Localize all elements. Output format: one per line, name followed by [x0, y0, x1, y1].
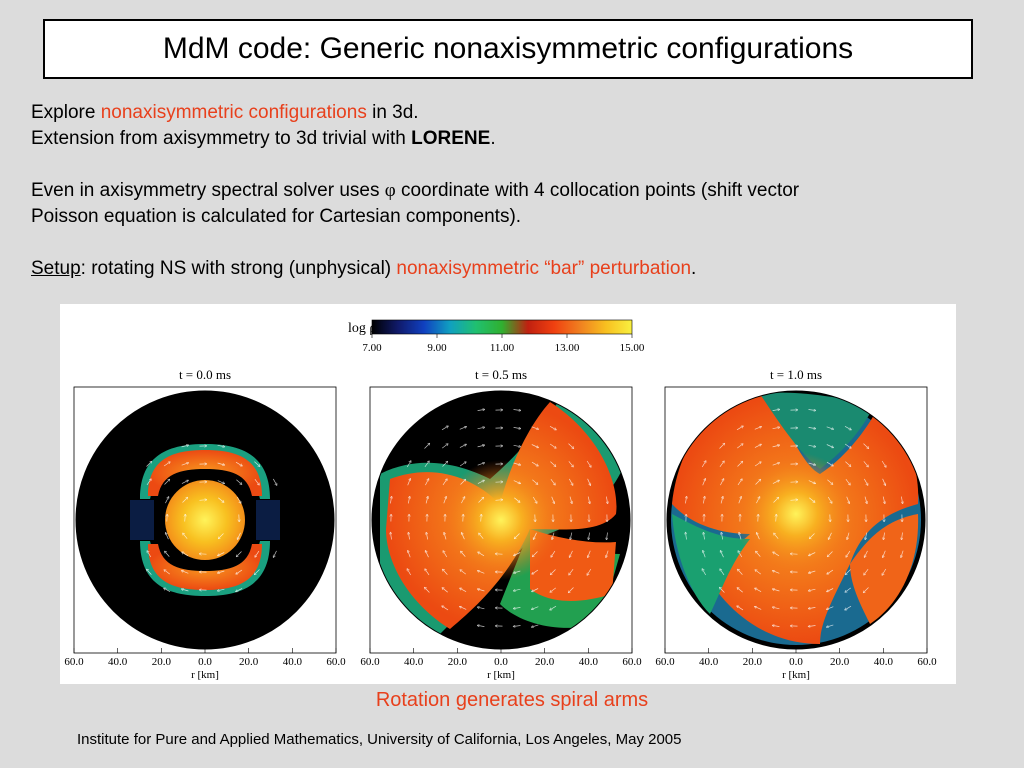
panel-2: [369, 386, 633, 654]
lorene-label: LORENE: [411, 128, 491, 149]
highlight-nonaxisymmetric: nonaxisymmetric configurations: [100, 102, 367, 123]
colorbar-tick-label: 9.00: [427, 342, 447, 354]
x-tick-label: 60.0: [360, 656, 380, 668]
x-tick-label: 40.0: [699, 656, 719, 668]
panel-time-label: t = 0.5 ms: [475, 367, 527, 382]
x-tick-label: 0.0: [198, 656, 212, 668]
x-tick-label: 20.0: [830, 656, 850, 668]
colorbar-tick-label: 7.00: [362, 342, 382, 354]
line-extension: Extension from axisymmetry to 3d trivial…: [31, 128, 496, 149]
x-tick-label: 20.0: [743, 656, 763, 668]
panel-1: [73, 386, 337, 654]
x-tick-label: 60.0: [326, 656, 346, 668]
colorbar-tick-label: 11.00: [490, 342, 515, 354]
highlight-bar: nonaxisymmetric “bar” perturbation: [396, 258, 692, 279]
panel-time-label: t = 0.0 ms: [179, 367, 231, 382]
x-tick-label: 40.0: [579, 656, 599, 668]
line-setup: Setup: rotating NS with strong (unphysic…: [31, 258, 697, 279]
x-tick-label: 60.0: [655, 656, 675, 668]
x-tick-label: 20.0: [239, 656, 259, 668]
colorbar-tick-label: 13.00: [555, 342, 580, 354]
panel-time-label: t = 1.0 ms: [770, 367, 822, 382]
para-spectral-cont: Poisson equation is calculated for Carte…: [31, 206, 522, 227]
figure-caption: Rotation generates spiral arms: [375, 689, 649, 711]
x-tick-label: 40.0: [404, 656, 424, 668]
colorbar: [371, 319, 633, 335]
simulation-figure: log ρ 7.00 9.00 11.00 13.00 15.00: [60, 304, 956, 684]
line-explore: Explore nonaxisymmetric configurations i…: [31, 102, 419, 123]
colorbar-ticks: 7.00 9.00 11.00 13.00 15.00: [362, 334, 645, 354]
x-tick-label: 20.0: [152, 656, 172, 668]
x-tick-label: 60.0: [622, 656, 642, 668]
panel-3: [664, 386, 928, 654]
para-spectral: Even in axisymmetry spectral solver uses…: [31, 180, 800, 201]
x-tick-label: 20.0: [535, 656, 555, 668]
x-tick-label: 20.0: [448, 656, 468, 668]
x-tick-label: 60.0: [64, 656, 84, 668]
x-tick-label: 40.0: [108, 656, 128, 668]
x-tick-label: 60.0: [917, 656, 937, 668]
x-tick-label: 40.0: [874, 656, 894, 668]
x-tick-label: 0.0: [494, 656, 508, 668]
setup-label: Setup: [31, 258, 81, 279]
x-axis-label: r [km]: [782, 669, 810, 681]
x-axis-label: r [km]: [191, 669, 219, 681]
x-tick-label: 40.0: [283, 656, 303, 668]
x-axis-label: r [km]: [487, 669, 515, 681]
footer-credit: Institute for Pure and Applied Mathemati…: [77, 731, 682, 748]
body-text: Explore nonaxisymmetric configurations i…: [31, 100, 1011, 282]
x-tick-label: 0.0: [789, 656, 803, 668]
phi-symbol: φ: [384, 180, 396, 201]
colorbar-label: log ρ: [348, 321, 376, 336]
colorbar-tick-label: 15.00: [620, 342, 645, 354]
slide-title-box: MdM code: Generic nonaxisymmetric config…: [43, 19, 973, 79]
slide-title: MdM code: Generic nonaxisymmetric config…: [162, 32, 854, 65]
